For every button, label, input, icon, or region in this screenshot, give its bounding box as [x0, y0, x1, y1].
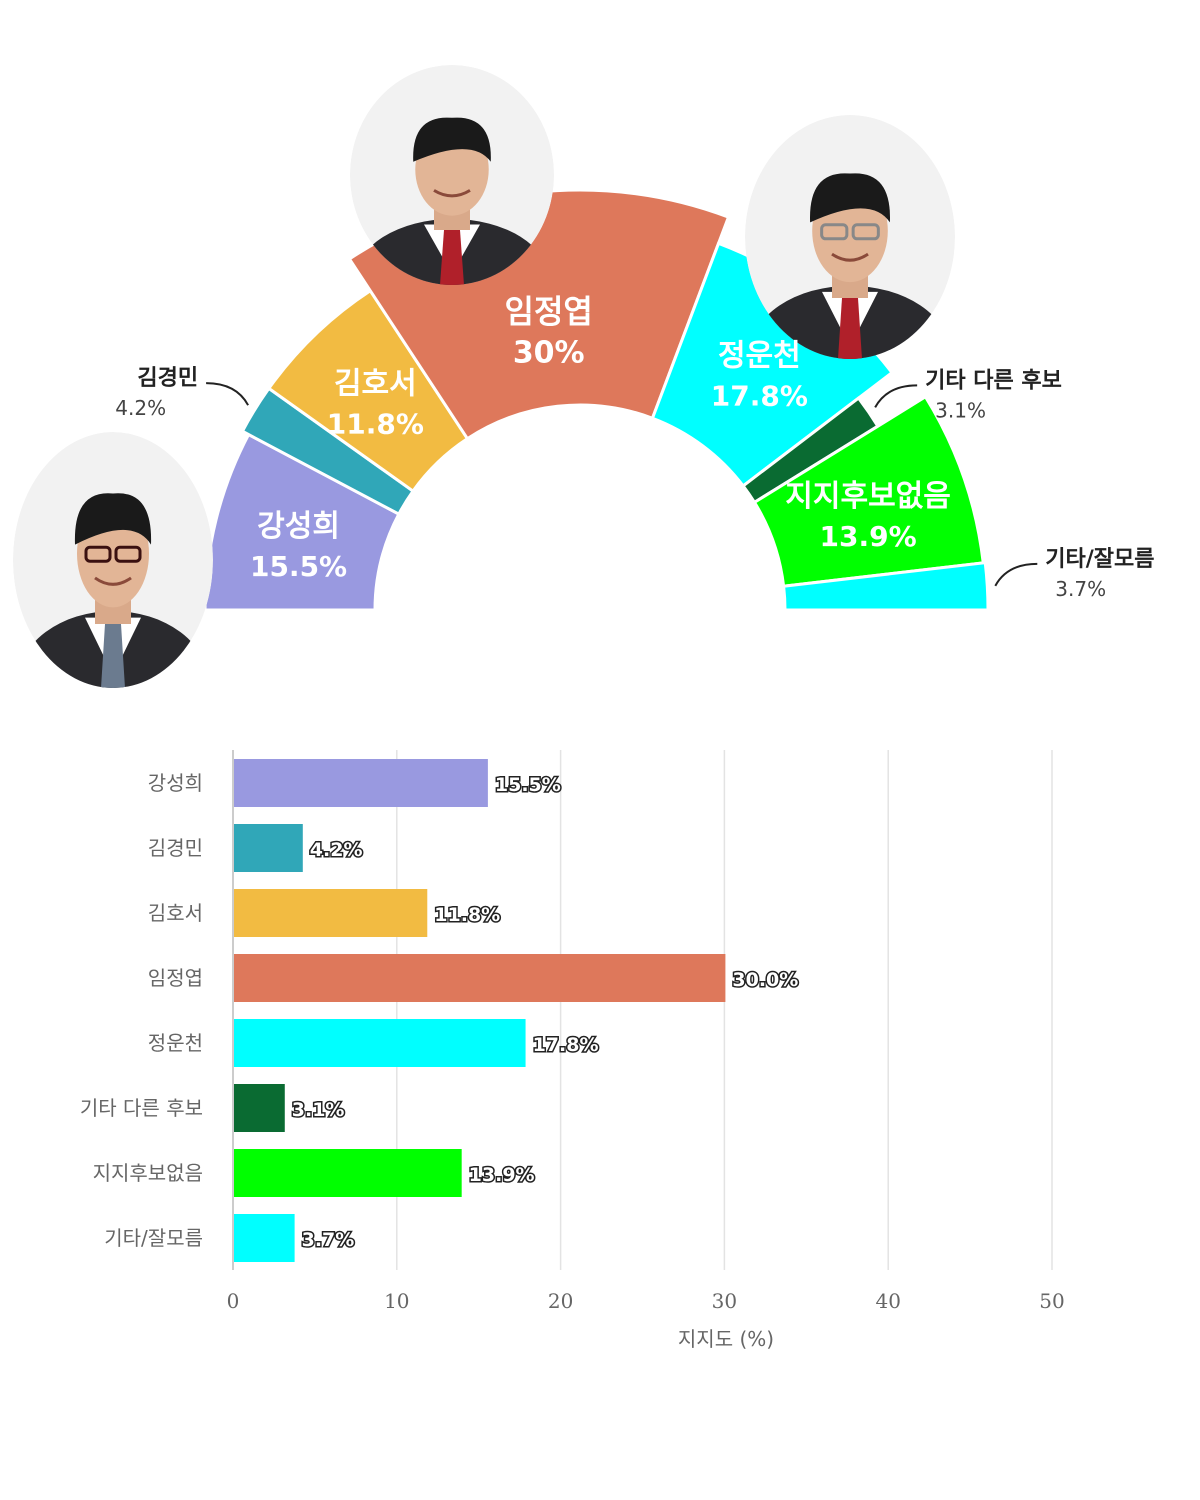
bar-value-label: 3.1% — [292, 1099, 345, 1121]
bar-기타-다른-후보 — [234, 1084, 285, 1132]
donut-outside-name: 기타/잘모름 — [1045, 547, 1154, 572]
bar-category-label: 정운천 — [148, 1031, 203, 1055]
bar-지지후보없음 — [234, 1149, 462, 1197]
donut-slice-value: 15.5% — [250, 550, 347, 583]
candidate-photo-정운천 — [745, 115, 955, 359]
donut-slice-name: 정운천 — [718, 339, 801, 374]
bar-value-label: 4.2% — [310, 839, 363, 861]
donut-outside-value: 4.2% — [115, 396, 166, 420]
bar-임정엽 — [234, 954, 726, 1002]
bar-value-label: 30.0% — [732, 969, 798, 991]
bar-category-label: 김호서 — [148, 901, 203, 925]
bar-김호서 — [234, 889, 428, 937]
donut-leader-line — [874, 384, 918, 408]
donut-slice-value: 30% — [513, 336, 585, 371]
x-tick-label: 40 — [875, 1289, 900, 1313]
donut-slice-기타-잘모름 — [781, 561, 990, 612]
donut-slice-name: 김호서 — [334, 367, 417, 402]
bar-value-label: 17.8% — [533, 1034, 599, 1056]
bar-김경민 — [234, 824, 303, 872]
donut-outside-name: 기타 다른 후보 — [925, 368, 1062, 393]
x-tick-label: 50 — [1039, 1289, 1064, 1313]
semi-donut-chart — [203, 188, 990, 612]
donut-leader-line — [206, 382, 249, 406]
candidate-photo-임정엽 — [350, 65, 554, 285]
bar-category-label: 강성희 — [148, 771, 203, 795]
x-tick-label: 30 — [712, 1289, 737, 1313]
x-axis-title: 지지도 (%) — [678, 1327, 774, 1351]
donut-outside-name: 김경민 — [137, 366, 198, 391]
bar-category-label: 김경민 — [148, 836, 203, 860]
donut-slice-value: 17.8% — [711, 380, 808, 413]
candidate-photos — [13, 65, 955, 688]
bar-category-label: 지지후보없음 — [93, 1161, 203, 1185]
donut-slice-value: 11.8% — [327, 408, 424, 441]
donut-outside-value: 3.7% — [1055, 577, 1106, 601]
donut-leader-line — [994, 562, 1038, 587]
bar-강성희 — [234, 759, 488, 807]
donut-slice-name: 강성희 — [257, 509, 340, 544]
bar-기타-잘모름 — [234, 1214, 295, 1262]
donut-outside-value: 3.1% — [935, 398, 986, 422]
bar-category-label: 기타/잘모름 — [104, 1226, 203, 1250]
bar-value-label: 13.9% — [469, 1164, 535, 1186]
donut-slice-name: 임정엽 — [505, 293, 593, 331]
x-tick-label: 0 — [227, 1289, 240, 1313]
donut-slice-name: 지지후보없음 — [785, 479, 951, 514]
candidate-photo-강성희 — [13, 432, 213, 688]
donut-slice-value: 13.9% — [820, 520, 917, 553]
x-tick-label: 10 — [384, 1289, 409, 1313]
horizontal-bar-chart: 0102030405060강성희15.5%김경민4.2%김호서11.8%임정엽3… — [80, 750, 1065, 1351]
bar-value-label: 3.7% — [302, 1229, 355, 1251]
semi-donut-labels: 강성희 15.5% 김경민 4.2% 김호서 11.8% 임정엽 30% 정운천 17.8% 기타 … — [115, 293, 1154, 601]
bar-정운천 — [234, 1019, 526, 1067]
x-tick-label: 20 — [548, 1289, 573, 1313]
bar-value-label: 11.8% — [434, 904, 500, 926]
bar-value-label: 15.5% — [495, 774, 561, 796]
bar-category-label: 임정엽 — [148, 966, 203, 990]
bar-category-label: 기타 다른 후보 — [80, 1096, 203, 1120]
